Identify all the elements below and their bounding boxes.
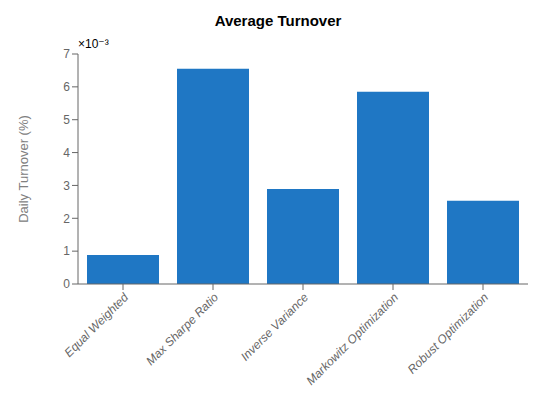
svg-text:2: 2 [63, 212, 70, 226]
svg-text:7: 7 [63, 47, 70, 61]
svg-text:5: 5 [63, 113, 70, 127]
svg-text:3: 3 [63, 179, 70, 193]
svg-text:0: 0 [63, 277, 70, 291]
svg-text:4: 4 [63, 146, 70, 160]
svg-text:6: 6 [63, 80, 70, 94]
svg-text:Equal Weighted: Equal Weighted [61, 290, 131, 360]
svg-text:Inverse Variance: Inverse Variance [238, 290, 311, 363]
svg-text:Robust Optimization: Robust Optimization [405, 290, 492, 377]
svg-text:Daily Turnover (%): Daily Turnover (%) [16, 115, 31, 223]
html-text:Average Turnover: Average Turnover [214, 12, 342, 29]
svg-text:Max Sharpe Ratio: Max Sharpe Ratio [143, 290, 221, 368]
html-text:×10⁻³: ×10⁻³ [78, 37, 109, 51]
svg-text:1: 1 [63, 244, 70, 258]
svg-text:Markowitz Optimization: Markowitz Optimization [304, 290, 402, 388]
